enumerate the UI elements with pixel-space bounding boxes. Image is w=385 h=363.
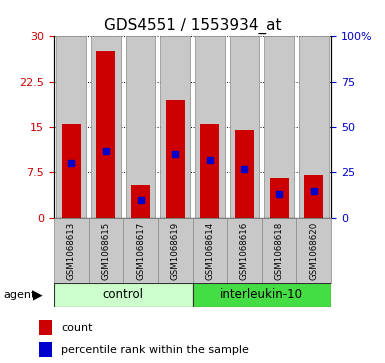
Bar bbox=[299, 36, 328, 218]
Text: GSM1068613: GSM1068613 bbox=[67, 221, 76, 280]
Bar bbox=[192, 283, 331, 307]
Text: GSM1068614: GSM1068614 bbox=[205, 221, 214, 280]
Bar bbox=[227, 218, 262, 283]
Bar bbox=[195, 36, 224, 218]
Text: percentile rank within the sample: percentile rank within the sample bbox=[62, 345, 249, 355]
Bar bbox=[131, 184, 150, 218]
Bar bbox=[38, 342, 52, 357]
Bar bbox=[89, 218, 123, 283]
Bar bbox=[54, 283, 192, 307]
Title: GDS4551 / 1553934_at: GDS4551 / 1553934_at bbox=[104, 17, 281, 33]
Text: GSM1068617: GSM1068617 bbox=[136, 221, 145, 280]
Bar bbox=[264, 36, 294, 218]
Text: GSM1068619: GSM1068619 bbox=[171, 221, 180, 280]
Bar bbox=[262, 218, 296, 283]
Bar bbox=[123, 218, 158, 283]
Bar bbox=[200, 124, 219, 218]
Bar bbox=[126, 36, 155, 218]
Text: agent: agent bbox=[4, 290, 36, 300]
Text: GSM1068615: GSM1068615 bbox=[101, 221, 110, 280]
Text: interleukin-10: interleukin-10 bbox=[220, 289, 303, 301]
Bar bbox=[158, 218, 192, 283]
Bar bbox=[192, 218, 227, 283]
Text: GSM1068620: GSM1068620 bbox=[309, 221, 318, 280]
Text: control: control bbox=[103, 289, 144, 301]
Bar bbox=[54, 218, 89, 283]
Text: GSM1068616: GSM1068616 bbox=[240, 221, 249, 280]
Bar bbox=[166, 100, 185, 218]
Text: GSM1068618: GSM1068618 bbox=[275, 221, 284, 280]
Bar bbox=[235, 130, 254, 218]
Bar bbox=[296, 218, 331, 283]
Bar bbox=[304, 175, 323, 218]
Bar bbox=[57, 36, 86, 218]
Bar bbox=[62, 124, 81, 218]
Bar bbox=[38, 320, 52, 335]
Bar bbox=[96, 52, 116, 218]
Bar bbox=[230, 36, 259, 218]
Bar bbox=[270, 179, 289, 218]
Text: ▶: ▶ bbox=[33, 289, 42, 302]
Bar bbox=[91, 36, 121, 218]
Bar bbox=[161, 36, 190, 218]
Text: count: count bbox=[62, 323, 93, 333]
